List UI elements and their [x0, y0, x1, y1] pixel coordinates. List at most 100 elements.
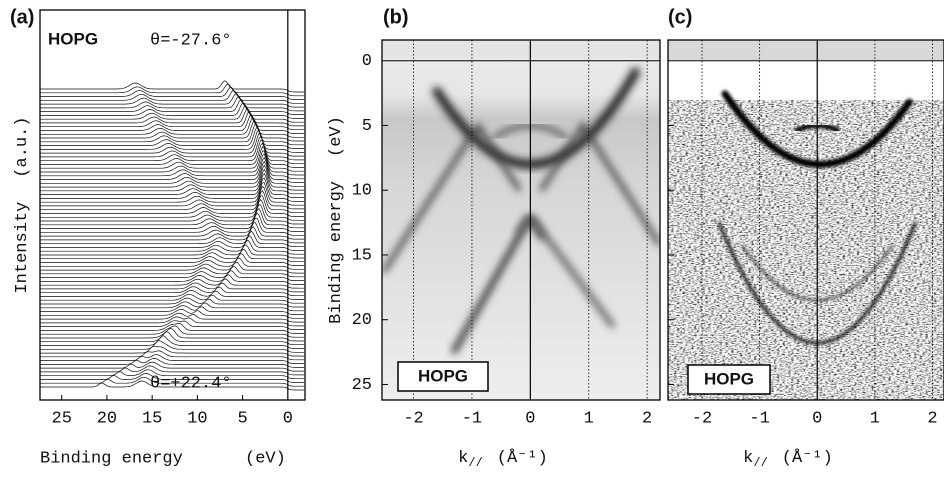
spectrum-curve — [40, 99, 305, 115]
plot-frame — [381, 39, 661, 401]
panel-label: (a) — [10, 6, 34, 28]
x-tick-label: -1 — [462, 409, 482, 428]
spectrum-curve — [40, 261, 305, 274]
spectrum-curve — [40, 185, 305, 210]
spectrum-curve — [40, 380, 305, 391]
panel-content — [668, 40, 944, 400]
x-label-unit: (Å⁻¹) — [782, 449, 833, 468]
spectrum-curve — [40, 168, 305, 195]
y-tick-label: 0 — [362, 52, 372, 71]
spectrum-curve — [40, 305, 305, 315]
spectrum-curve — [40, 80, 305, 93]
spectrum-curve — [40, 164, 305, 191]
x-tick-label: 0 — [283, 409, 293, 428]
spectrum-curve — [40, 150, 305, 176]
spectrum-curve — [40, 301, 305, 312]
y-tick-label: 5 — [362, 117, 372, 136]
y-label-text: Intensity — [13, 202, 32, 294]
x-label-subscript: // — [468, 456, 482, 470]
panel-content — [382, 40, 660, 400]
x-axis-label: k// (Å⁻¹) — [743, 449, 833, 470]
noise — [668, 100, 944, 400]
x-label-subscript: // — [753, 456, 767, 470]
sample-label: HOPG — [418, 366, 468, 385]
header-band — [382, 40, 660, 58]
sample-box — [397, 361, 489, 392]
y-label-unit: (a.u.) — [13, 116, 32, 177]
panel-label: (c) — [668, 6, 692, 28]
y-tick-label: 15 — [352, 246, 372, 265]
spectrum-curve — [40, 274, 305, 285]
spectrum-curve — [40, 217, 305, 236]
spectrum-curve — [40, 114, 305, 134]
x-label-unit: (Å⁻¹) — [497, 449, 548, 468]
spectrum-curve — [40, 146, 305, 172]
spectrum-curve — [40, 282, 305, 293]
spectrum-curve — [40, 172, 305, 198]
y-label-text: Binding energy — [327, 181, 346, 324]
spectrum-curve — [40, 373, 305, 383]
spectrum-curve — [40, 293, 305, 304]
spectrum-curve — [40, 312, 305, 323]
spectrum-curve — [40, 358, 305, 368]
spectrum-curve — [40, 308, 305, 319]
spectrum-curve — [40, 290, 305, 300]
spectrum-curve — [40, 239, 305, 255]
spectrum-curve — [40, 102, 305, 119]
plot-frame — [667, 39, 944, 401]
spectrum-curve — [40, 93, 305, 108]
spectrum-curve — [40, 361, 305, 372]
x-axis-unit: (eV) — [245, 449, 286, 468]
spectrum-curve — [40, 365, 305, 376]
band — [515, 216, 616, 328]
x-axis-label: k// (Å⁻¹) — [458, 449, 548, 470]
spectrum-curve — [40, 208, 305, 229]
theta-start: θ=-27.6° — [150, 31, 232, 50]
spectrum-curve — [40, 160, 305, 187]
spectrum-curve — [40, 177, 305, 202]
x-tick-label: -2 — [403, 409, 423, 428]
spectrum-curve — [40, 354, 305, 364]
spectrum-curve — [40, 117, 305, 138]
spectrum-curve — [40, 222, 305, 240]
spectrum-curve — [40, 195, 305, 217]
x-axis-label: Binding energy — [40, 449, 183, 468]
spectrum-curve — [40, 153, 305, 180]
spectrum-curve — [40, 244, 305, 259]
spectrum-curve — [40, 335, 305, 349]
x-tick-label: 1 — [584, 409, 594, 428]
spectrum-curve — [40, 350, 305, 361]
sample-box — [687, 364, 771, 395]
spectrum-curve — [40, 257, 305, 270]
spectrum-curve — [40, 89, 305, 104]
spectrum-curve — [40, 182, 305, 206]
spectrum-curve — [40, 87, 305, 100]
spectrum-curve — [40, 135, 305, 161]
spectrum-curve — [40, 105, 305, 123]
x-tick-label: 0 — [525, 409, 535, 428]
sample-label: HOPG — [48, 29, 98, 48]
x-tick-label: 0 — [812, 409, 822, 428]
spectrum-curve — [40, 204, 305, 225]
spectrum-curve — [40, 198, 305, 221]
x-tick-label: 25 — [52, 409, 72, 428]
panel-content — [40, 80, 305, 391]
panel-label: (b) — [383, 6, 409, 28]
spectrum-curve — [40, 226, 305, 244]
x-tick-label: -1 — [749, 409, 769, 428]
theta-end: θ=+22.4° — [150, 374, 232, 393]
x-tick-label: 15 — [142, 409, 162, 428]
spectrum-curve — [40, 96, 305, 112]
x-tick-label: 5 — [237, 409, 247, 428]
spectrum-curve — [40, 376, 305, 387]
y-tick-label: 20 — [352, 311, 372, 330]
x-tick-label: 2 — [642, 409, 652, 428]
spectrum-curve — [40, 328, 305, 342]
spectrum-curve — [40, 253, 305, 266]
spectrum-curve — [40, 331, 305, 346]
spectrum-curve — [40, 369, 305, 380]
spectrum-curve — [40, 270, 305, 281]
y-axis-label: Binding energy (eV) — [327, 116, 346, 324]
spectrum-curve — [40, 235, 305, 251]
